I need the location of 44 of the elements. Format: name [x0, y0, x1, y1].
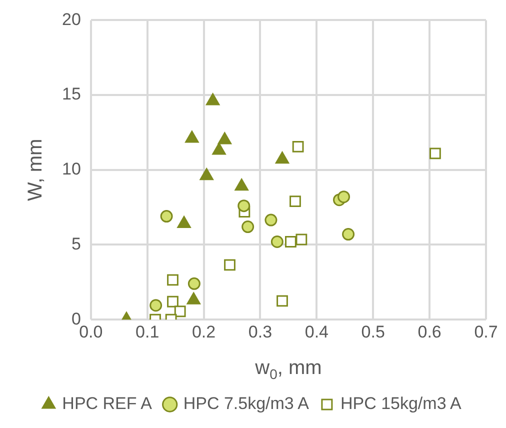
x-tick-label: 0.4	[304, 322, 328, 342]
point	[342, 228, 355, 241]
point	[290, 196, 301, 208]
x-tick-label: 0.2	[192, 322, 216, 342]
x-tick-label: 0.1	[136, 322, 160, 342]
point	[292, 140, 304, 152]
point	[270, 236, 284, 248]
point	[234, 178, 248, 191]
x-tick-label: 0.7	[474, 322, 498, 342]
point	[174, 306, 186, 318]
point	[238, 200, 250, 212]
point	[224, 259, 236, 271]
y-tick-label: 5	[71, 234, 81, 254]
x-tick-label: 0.5	[361, 322, 385, 342]
point	[275, 152, 290, 164]
point	[285, 236, 296, 248]
point	[150, 299, 162, 312]
point	[167, 274, 178, 286]
point	[177, 216, 191, 228]
y-tick-label: 10	[62, 160, 81, 179]
point	[338, 190, 350, 204]
point	[264, 214, 278, 226]
x-tick-label: 0.6	[418, 322, 442, 342]
x-tick-label: 0.3	[248, 322, 272, 342]
point	[296, 234, 308, 246]
point	[276, 295, 288, 307]
point	[218, 132, 232, 144]
point	[167, 296, 178, 308]
point	[188, 277, 200, 290]
y-axis-title: W, mm	[24, 138, 47, 202]
legend-label: HPC 7.5kg/m3 A	[183, 394, 310, 414]
point	[206, 93, 220, 106]
point	[242, 220, 254, 234]
y-tick-label: 15	[62, 84, 81, 104]
legend-label: HPC 15kg/m3 A	[340, 394, 462, 414]
point	[200, 168, 214, 180]
point	[212, 142, 226, 155]
legend-label: HPC REF A	[62, 394, 153, 414]
x-tick-label: 0.0	[79, 322, 103, 342]
point	[430, 148, 441, 160]
y-tick-label: 0	[71, 309, 81, 328]
y-tick-label: 20	[62, 10, 81, 29]
point	[185, 130, 199, 143]
point	[160, 210, 173, 223]
